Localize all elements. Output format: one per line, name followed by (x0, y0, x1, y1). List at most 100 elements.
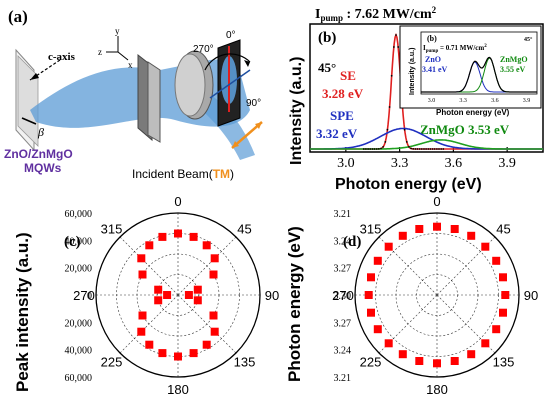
plot-d-ylabel: Photon energy (eV) (285, 226, 304, 382)
data-point (362, 148, 365, 150)
inset-tick-label: 3.0 (428, 98, 436, 104)
polar-data-point (433, 359, 441, 368)
beta-line (21, 117, 37, 125)
polar-radial-tick-label: 3.24 (334, 236, 352, 247)
polar-data-point (163, 291, 172, 299)
polar-c: 0 45 90 135 180 225 270 315 0 20,000 20,000 40,000 4… (65, 194, 280, 397)
polar-data-point (138, 270, 147, 279)
inset-xticks: 3.0 3.3 3.6 3.9 (428, 98, 530, 104)
data-point (388, 106, 391, 108)
data-point (427, 148, 430, 150)
inset-ylabel: Intensity (a.u.) (409, 48, 416, 95)
polar-angle-label: 225 (101, 354, 123, 369)
polar-angle-label: 90 (524, 288, 538, 303)
polar-data-point (189, 232, 198, 241)
polar-data-point (189, 349, 198, 358)
data-point (436, 148, 438, 150)
polar-radial-tick-label: 3.21 (334, 373, 352, 384)
inset-total-line (421, 56, 537, 93)
data-point (369, 148, 372, 150)
data-point (408, 146, 410, 148)
tick-label: 3.0 (337, 156, 355, 171)
polar-angle-label: 0 (433, 194, 440, 209)
polar-angle-label: 315 (360, 222, 382, 237)
plot-b-frame (309, 23, 544, 153)
data-point (423, 148, 425, 150)
polar-radial-tick-label: 3.30 (334, 291, 352, 302)
data-point (412, 148, 415, 150)
plot-c-ylabel: Peak intensity (a.u.) (13, 232, 32, 392)
polar-data-point (202, 241, 211, 250)
data-point (416, 148, 419, 150)
polar-angle-label: 180 (167, 382, 189, 397)
polar-data-point (145, 340, 154, 349)
angle-0-label: 0° (226, 30, 236, 41)
c-axis-arrowhead-icon (30, 73, 39, 80)
data-point (371, 148, 374, 150)
axis-z-label: z (98, 47, 102, 57)
panel-d: Photon energy (eV) 0 45 90 135 180 225 270 315 3… (285, 194, 538, 397)
polar-radial-tick-label: 40,000 (65, 346, 93, 357)
polar-angle-label: 270 (73, 288, 95, 303)
polar-data-point (481, 339, 490, 348)
polarization-axis (209, 69, 251, 99)
polar-data-point (384, 242, 393, 251)
axis-y-label: y (115, 26, 120, 36)
inset-label: (b) (427, 34, 437, 43)
data-point (386, 128, 389, 131)
polar-radial-tick-label: 3.21 (334, 209, 352, 220)
tick-label: 3.9 (498, 156, 516, 171)
polar-data-point (450, 225, 459, 233)
polar-outer-ring (354, 212, 520, 378)
polar-data-point (137, 327, 146, 336)
inset-axes (420, 31, 538, 95)
inset-curves (421, 56, 537, 93)
tick-label: 3.6 (445, 156, 463, 171)
beta-label: β (37, 125, 44, 139)
polar-data-point (398, 231, 407, 240)
polar-radial-tick-label: 3.24 (334, 346, 352, 357)
data-point (433, 148, 436, 150)
polar-radial-tick-label: 60,000 (65, 209, 93, 220)
inset-pump: Ipump = 0.71 MW/cm2 (423, 44, 487, 54)
rotation-arc (204, 53, 251, 71)
data-point (410, 147, 412, 150)
plot-b-curves (310, 32, 543, 150)
polar-data-point (367, 273, 375, 282)
polar-data-point (174, 352, 182, 361)
polar-data-point (210, 327, 219, 336)
tm-arrowtail-icon (232, 141, 239, 148)
polar-radial-tick-label: 20,000 (65, 318, 93, 329)
angle-45-label: 45° (318, 60, 336, 75)
data-point (365, 148, 367, 150)
inset-angle: 45° (524, 36, 533, 43)
se-energy: 3.28 eV (322, 86, 364, 101)
panel-d-label: (d) (343, 234, 361, 250)
polar-data-point (499, 273, 507, 282)
polar-angle-label: 0 (174, 194, 181, 209)
polar-data-point (492, 256, 501, 265)
sample-name-line2: MQWs (24, 161, 62, 175)
panel-a-label: (a) (8, 7, 28, 26)
data-point (405, 141, 408, 143)
inset-zno-energy: 3.41 eV (422, 65, 448, 74)
data-point (367, 148, 369, 150)
panel-b-label: (b) (318, 30, 336, 46)
data-point (380, 147, 382, 150)
polar-angle-label: 45 (496, 222, 510, 237)
polar-data-point (450, 357, 459, 365)
incident-beam-label: Incident Beam(TM) (132, 167, 234, 181)
series-znmgo-line (310, 139, 543, 150)
inset-znmgo: ZnMgO (500, 55, 528, 64)
polar-data-point (373, 256, 382, 265)
panel-b: Ipump : 7.62 MW/cm2 3.0 3.3 3.6 3.9 (b) 45°… (288, 5, 544, 193)
data-point (425, 148, 427, 150)
polar-data-point (174, 229, 182, 238)
inset-tick-label: 3.9 (523, 98, 531, 104)
znmgo-label: ZnMgO 3.53 eV (420, 122, 510, 137)
sample-name-line1: ZnO/ZnMgO (4, 147, 73, 161)
inset-znmgo-energy: 3.55 eV (500, 65, 526, 74)
polar-data-point (210, 254, 219, 263)
polar-outer-ring (95, 212, 261, 378)
